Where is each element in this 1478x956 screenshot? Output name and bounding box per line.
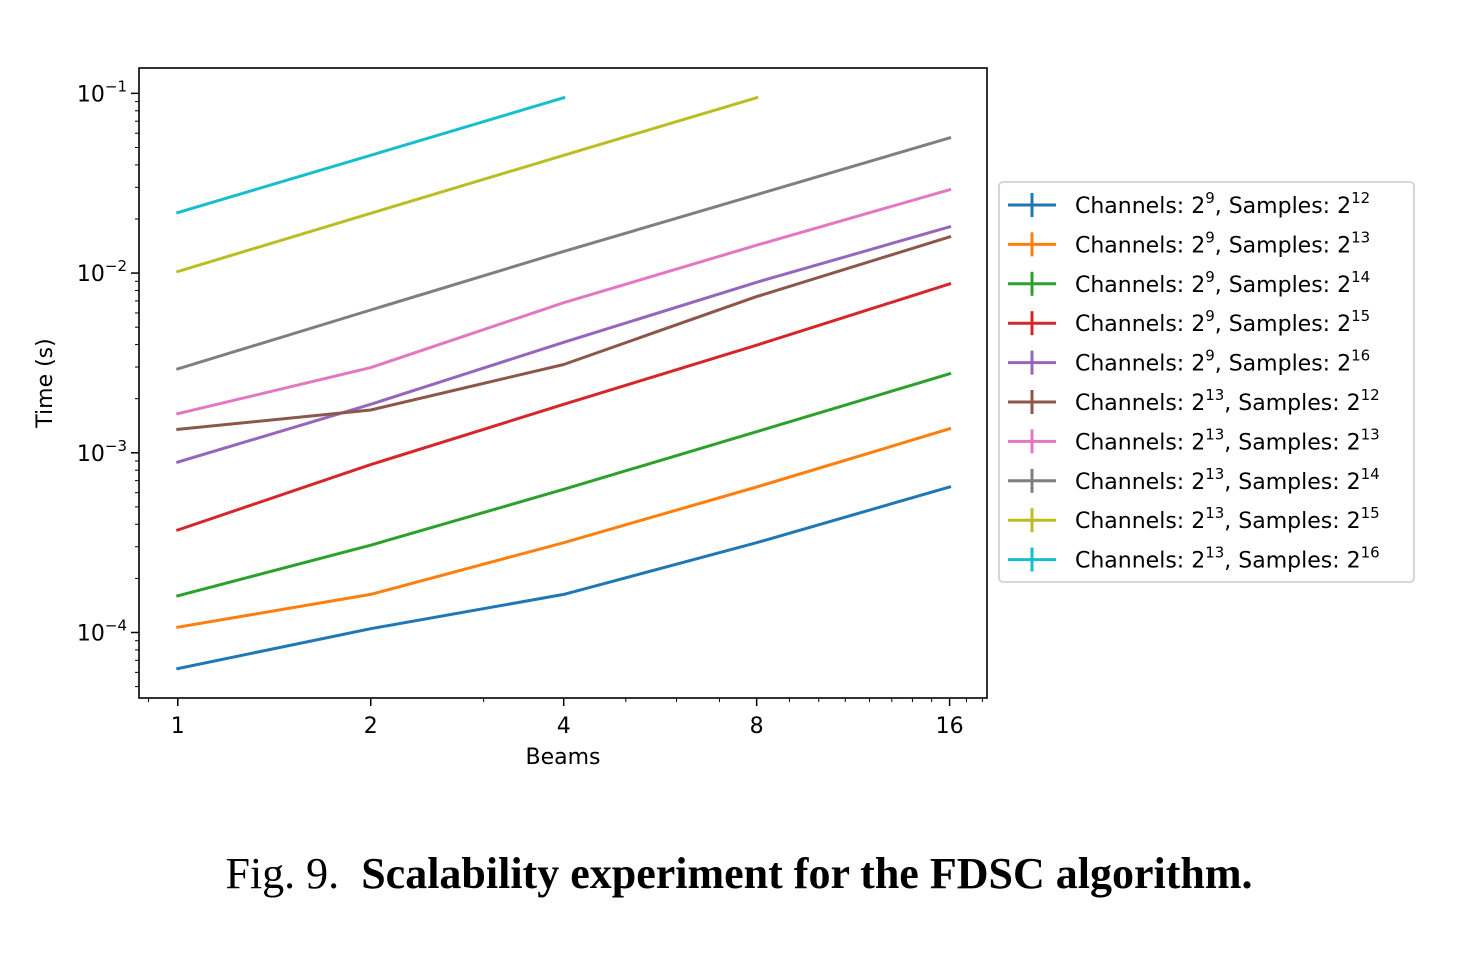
legend-label: Channels: 29, Samples: 216 — [1075, 347, 1370, 377]
legend-label: Channels: 29, Samples: 213 — [1075, 228, 1370, 258]
legend-label: Channels: 29, Samples: 214 — [1075, 268, 1370, 298]
legend-entry: Channels: 213, Samples: 212 — [1008, 386, 1380, 416]
x-tick-label: 1 — [171, 714, 185, 739]
series-line-6 — [176, 235, 952, 432]
legend: Channels: 29, Samples: 212 Channels: 29, … — [998, 181, 1415, 583]
plot-frame — [138, 67, 988, 699]
series-line-1 — [176, 485, 952, 671]
series-line-9 — [175, 95, 759, 274]
y-tick-label: 10−2 — [77, 257, 127, 287]
legend-label: Channels: 213, Samples: 215 — [1075, 504, 1380, 534]
legend-entry: Channels: 213, Samples: 214 — [1008, 465, 1380, 495]
x-tick-label: 8 — [750, 714, 764, 739]
x-tick-label: 4 — [557, 714, 571, 739]
series-line-2 — [176, 426, 952, 629]
y-tick-label: 10−1 — [77, 77, 127, 107]
legend-label: Channels: 213, Samples: 216 — [1075, 544, 1380, 574]
legend-frame — [998, 181, 1415, 583]
legend-entry: Channels: 29, Samples: 212 — [1008, 189, 1370, 219]
legend-entry: Channels: 213, Samples: 215 — [1008, 504, 1380, 534]
legend-label: Channels: 29, Samples: 215 — [1075, 307, 1370, 337]
series-line-10 — [175, 95, 566, 215]
legend-label: Channels: 213, Samples: 214 — [1075, 465, 1380, 495]
series-line-3 — [175, 371, 952, 598]
legend-label: Channels: 213, Samples: 212 — [1075, 386, 1380, 416]
x-axis: 1 2 4 8 16 — [147, 698, 983, 739]
legend-entry: Channels: 29, Samples: 214 — [1008, 268, 1370, 298]
series-layer — [175, 95, 952, 671]
y-axis-label: Time (s) — [33, 338, 58, 428]
legend-entry: Channels: 29, Samples: 213 — [1008, 228, 1370, 258]
series-line-8 — [175, 136, 952, 371]
legend-entry: Channels: 213, Samples: 216 — [1008, 544, 1380, 574]
y-tick-label: 10−4 — [77, 616, 127, 646]
caption-label: Fig. 9. — [225, 849, 340, 898]
legend-entry: Channels: 29, Samples: 215 — [1008, 307, 1370, 337]
legend-label: Channels: 29, Samples: 212 — [1075, 189, 1370, 219]
x-axis-label: Beams — [525, 745, 600, 770]
series-line-7 — [175, 187, 952, 416]
x-tick-label: 2 — [364, 714, 378, 739]
caption-text: Scalability experiment for the FDSC algo… — [361, 849, 1253, 898]
legend-entry: Channels: 213, Samples: 213 — [1008, 425, 1380, 455]
y-tick-label: 10−3 — [77, 437, 127, 467]
x-tick-label: 16 — [936, 714, 964, 739]
figure-caption: Fig. 9. Scalability experiment for the FD… — [0, 848, 1478, 899]
legend-entry: Channels: 29, Samples: 216 — [1008, 347, 1370, 377]
series-line-5 — [175, 224, 952, 464]
series-line-4 — [175, 282, 952, 532]
y-axis: 10−4 10−3 10−2 10−1 — [77, 77, 139, 688]
legend-label: Channels: 213, Samples: 213 — [1075, 425, 1380, 455]
